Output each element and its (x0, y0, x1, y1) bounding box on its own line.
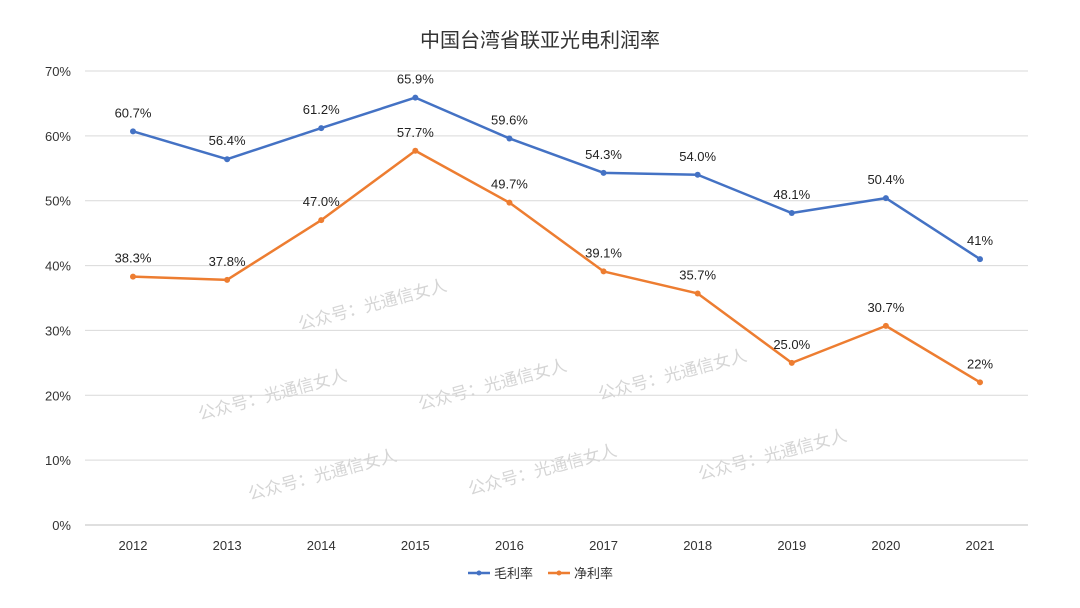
data-point (318, 217, 325, 224)
data-point (318, 125, 325, 132)
data-label: 54.3% (585, 147, 622, 162)
x-tick-label: 2017 (589, 538, 618, 553)
series-line (132, 96, 981, 261)
data-label: 37.8% (209, 254, 246, 269)
data-point (694, 290, 701, 297)
data-label: 65.9% (397, 72, 434, 87)
watermark-text: 公众号：光通信女人 (416, 356, 569, 415)
watermark-text: 公众号：光通信女人 (296, 276, 449, 335)
y-tick-label: 60% (45, 129, 71, 144)
data-point (412, 147, 419, 154)
data-point (412, 94, 419, 101)
watermark-text: 公众号：光通信女人 (596, 346, 749, 405)
data-label: 30.7% (867, 300, 904, 315)
legend-dot-gross (476, 570, 482, 576)
data-point (224, 276, 231, 283)
data-label: 47.0% (303, 194, 340, 209)
watermark-text: 公众号：光通信女人 (246, 446, 399, 505)
legend-dot-net (556, 570, 562, 576)
data-point (788, 359, 795, 366)
data-label: 25.0% (773, 337, 810, 352)
data-label: 57.7% (397, 125, 434, 140)
series-line (132, 149, 981, 384)
x-tick-label: 2016 (495, 538, 524, 553)
legend: 毛利率 净利率 (468, 566, 613, 582)
legend-label-net: 净利率 (574, 566, 613, 582)
x-tick-label: 2019 (777, 538, 806, 553)
x-tick-label: 2018 (683, 538, 712, 553)
x-tick-label: 2013 (213, 538, 242, 553)
y-tick-label: 30% (45, 323, 71, 338)
y-tick-label: 40% (45, 259, 71, 274)
y-tick-label: 10% (45, 453, 71, 468)
data-label: 39.1% (585, 245, 622, 260)
data-point (977, 256, 983, 263)
data-point (130, 273, 136, 280)
data-label: 49.7% (491, 177, 528, 192)
data-point (882, 322, 889, 329)
y-tick-label: 50% (45, 194, 71, 209)
data-point (130, 128, 136, 135)
data-point (882, 195, 889, 202)
y-tick-label: 20% (45, 388, 71, 403)
data-label: 60.7% (115, 105, 152, 120)
data-label: 38.3% (115, 251, 152, 266)
data-point (506, 135, 513, 142)
series-gross-margin: 60.7% 56.4% 61.2% 65.9% 59.6% 54.3% 54.0% 48.1%… (115, 72, 993, 263)
x-tick-label: 2015 (401, 538, 430, 553)
data-point (977, 379, 983, 386)
data-label: 22% (967, 356, 993, 371)
data-point (788, 210, 795, 217)
data-label: 48.1% (773, 187, 810, 202)
watermark-text: 公众号：光通信女人 (466, 441, 619, 500)
y-tick-label: 70% (45, 64, 71, 79)
data-label: 50.4% (867, 172, 904, 187)
data-label: 61.2% (303, 102, 340, 117)
series-net-margin: 38.3% 37.8% 47.0% 57.7% 49.7% 39.1% 35.7% 25.0%… (115, 125, 993, 386)
legend-label-gross: 毛利率 (494, 566, 533, 582)
data-point (600, 169, 607, 176)
y-tick-label: 0% (52, 518, 71, 533)
data-point (694, 171, 701, 178)
x-tick-label: 2012 (119, 538, 148, 553)
x-tick-label: 2020 (871, 538, 900, 553)
chart-title: 中国台湾省联亚光电利润率 (420, 28, 660, 52)
data-point (224, 156, 231, 163)
data-label: 41% (967, 233, 993, 248)
x-tick-label: 2014 (307, 538, 336, 553)
data-label: 35.7% (679, 267, 716, 282)
data-label: 59.6% (491, 112, 528, 127)
x-tick-label: 2021 (966, 538, 995, 553)
data-label: 54.0% (679, 149, 716, 164)
watermark-text: 公众号：光通信女人 (696, 426, 849, 485)
data-point (506, 199, 513, 206)
data-label: 56.4% (209, 133, 246, 148)
data-point (600, 268, 607, 275)
